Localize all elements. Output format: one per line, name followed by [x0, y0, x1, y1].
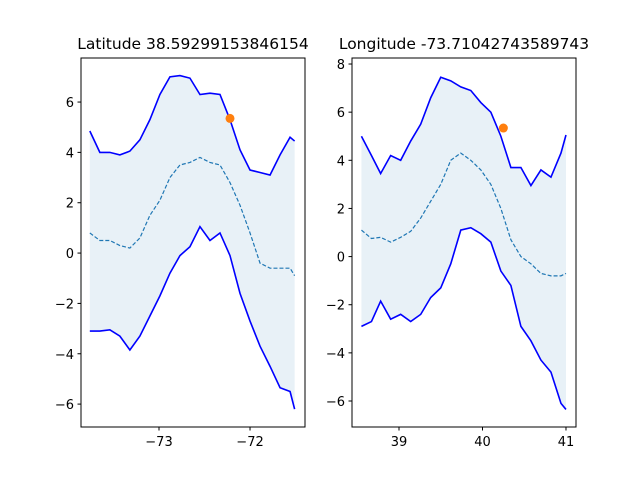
- y-tick-label: 4: [337, 154, 345, 169]
- axes-frame: [351, 57, 577, 428]
- x-tick-label: 41: [558, 435, 575, 450]
- y-tick-label: 8: [337, 58, 345, 73]
- band: [361, 77, 566, 410]
- series-line: [361, 226, 567, 410]
- chart-title: Latitude 38.59299153846154: [77, 35, 308, 53]
- y-tick-label: −2: [326, 299, 345, 314]
- axes-frame: [80, 57, 306, 428]
- y-tick-label: −6: [55, 398, 74, 413]
- series-line: [89, 156, 296, 277]
- y-tick-label: 6: [66, 96, 74, 111]
- series-line: [360, 76, 567, 188]
- x-tick-label: −73: [145, 435, 172, 450]
- y-tick-label: −6: [326, 395, 345, 410]
- y-tick-label: −2: [55, 297, 74, 312]
- series-line: [361, 152, 567, 277]
- y-tick-label: 6: [337, 106, 345, 121]
- y-tick-label: 0: [337, 251, 345, 266]
- y-tick-label: −4: [55, 348, 74, 363]
- y-tick-label: 2: [337, 202, 345, 217]
- point: [225, 113, 235, 123]
- y-tick-label: −4: [326, 347, 345, 362]
- x-tick-label: 40: [474, 435, 491, 450]
- chart-title: Longitude -73.71042743589743: [339, 35, 589, 53]
- series-line: [89, 225, 296, 410]
- y-tick-label: 2: [66, 197, 74, 212]
- band: [89, 75, 295, 410]
- x-tick-label: 39: [391, 435, 408, 450]
- x-tick-label: −72: [236, 435, 263, 450]
- series-line: [89, 74, 296, 176]
- y-tick-label: 4: [66, 146, 74, 161]
- y-tick-label: 0: [66, 247, 74, 262]
- point: [498, 123, 508, 133]
